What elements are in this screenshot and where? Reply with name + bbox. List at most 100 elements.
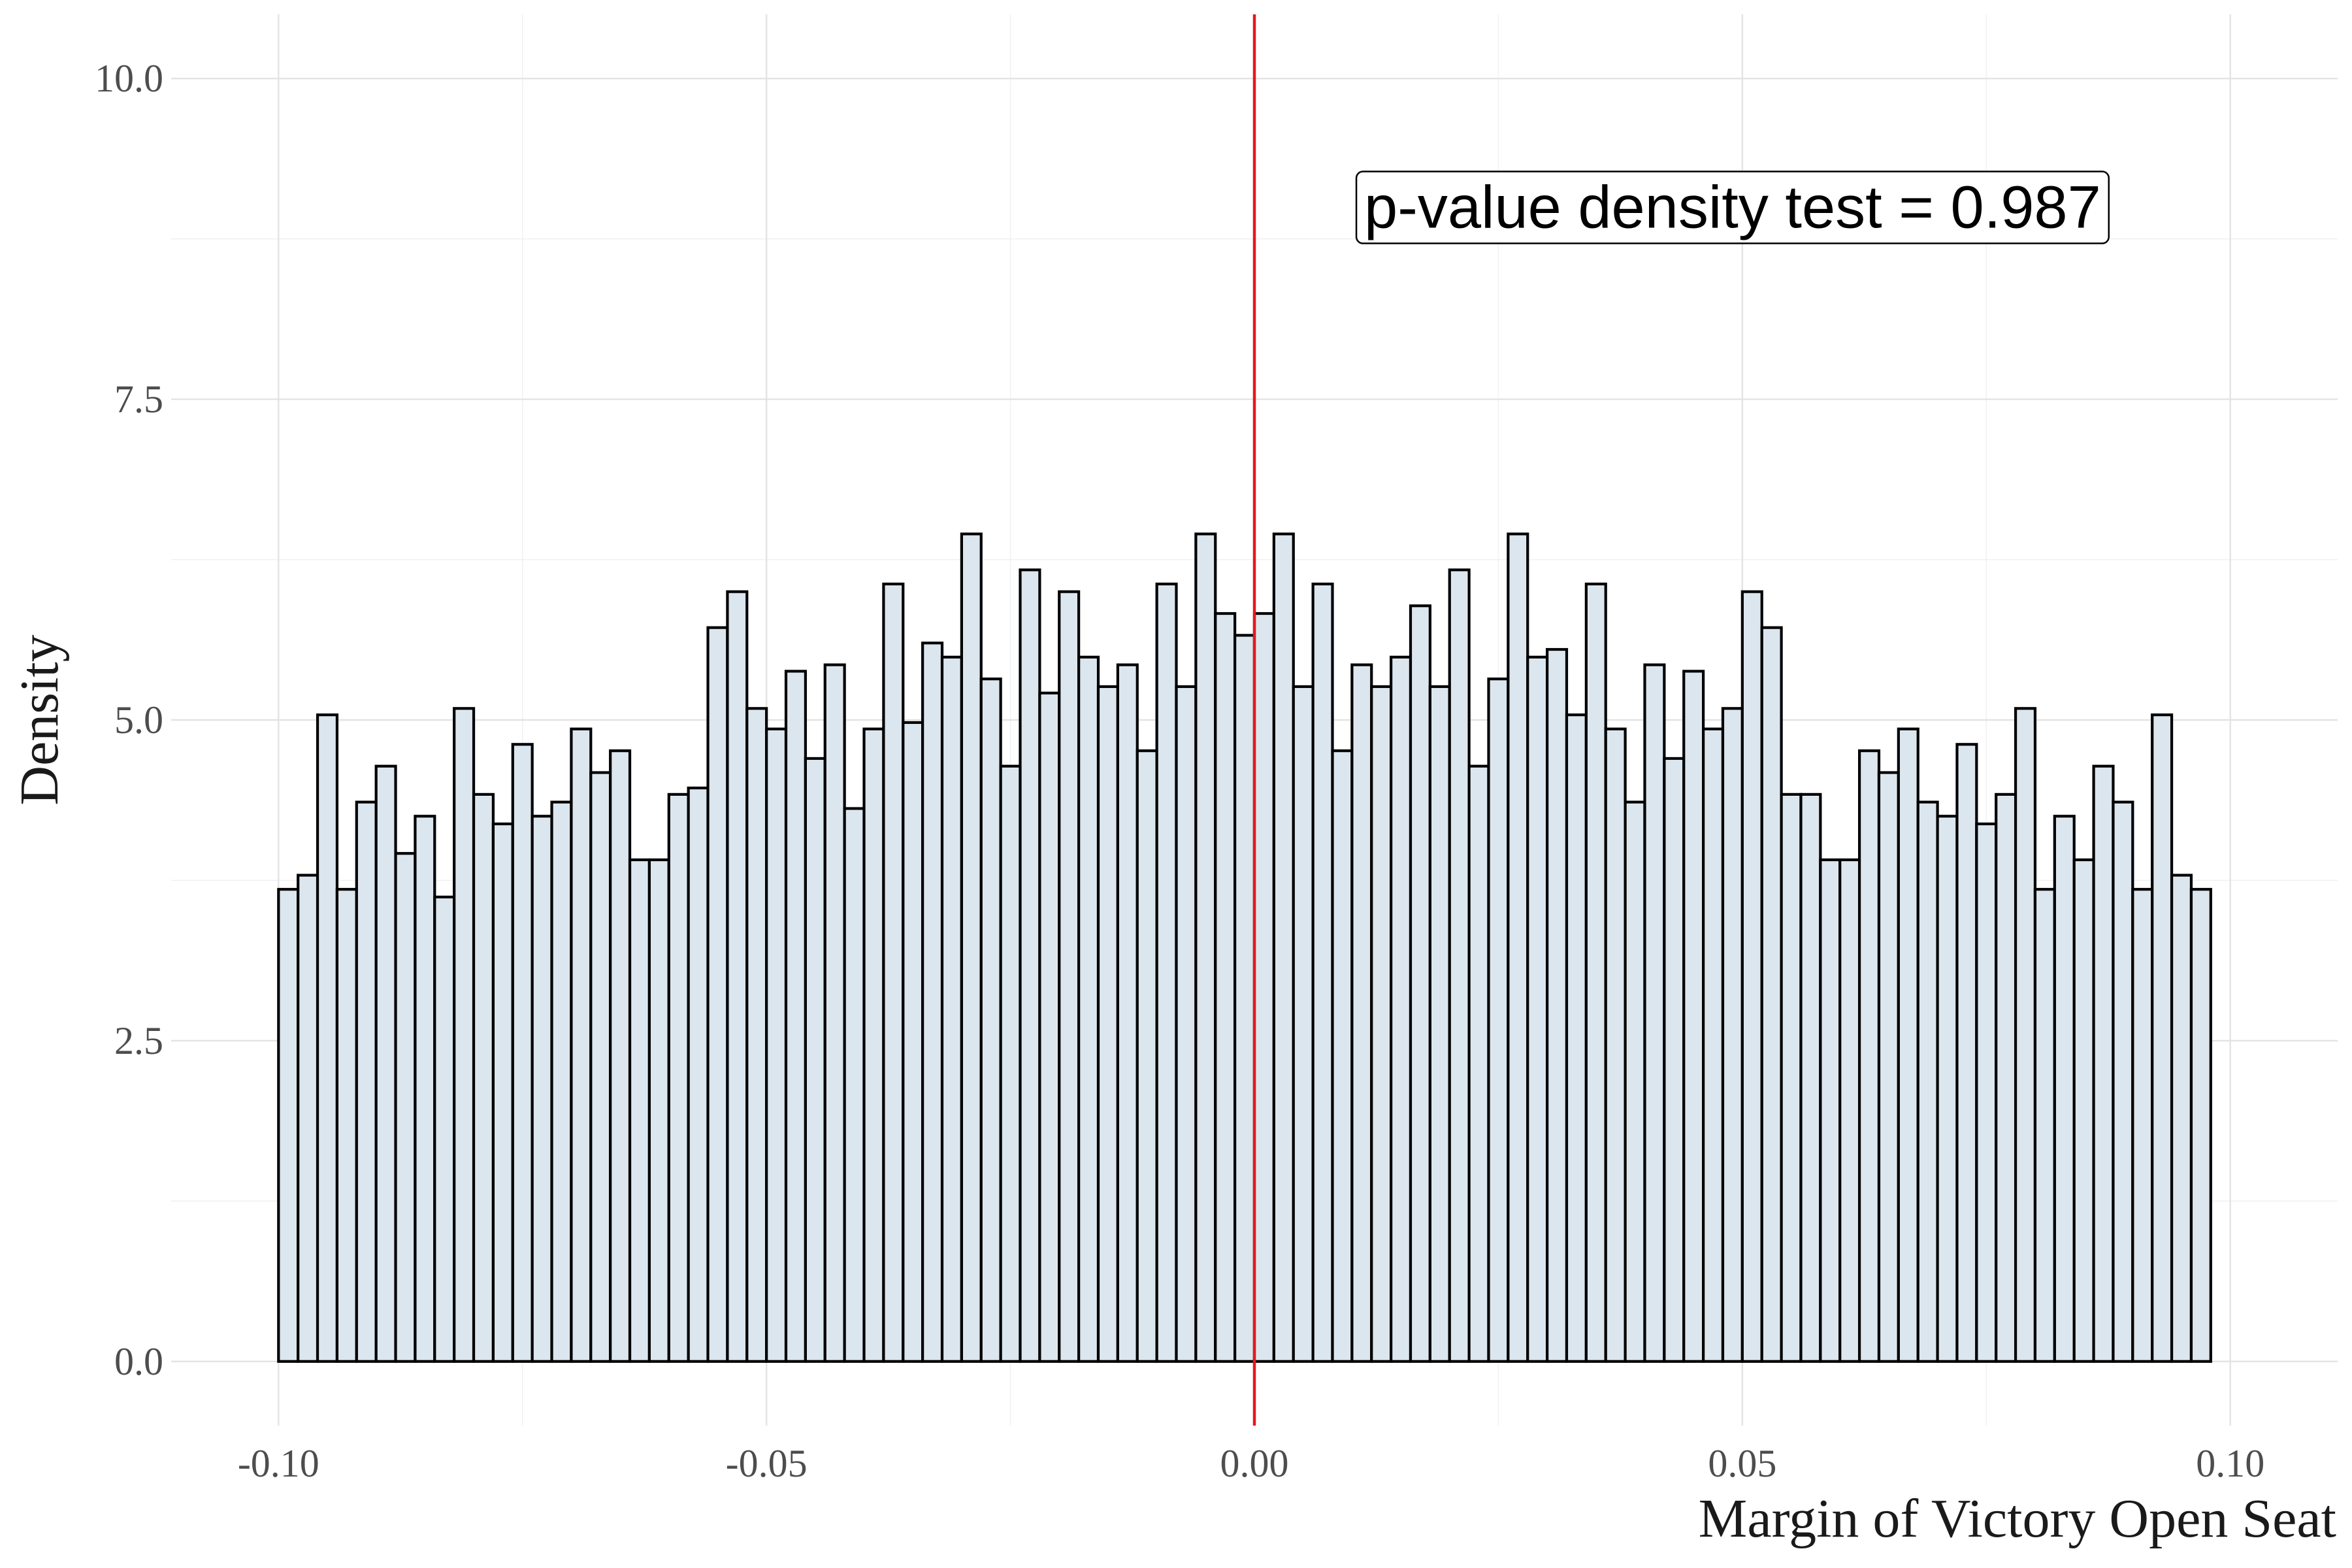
histogram-bar: [1058, 590, 1081, 1363]
histogram-bar: [1663, 757, 1686, 1363]
y-tick-label: 7.5: [114, 378, 163, 421]
histogram-bar: [1682, 670, 1705, 1363]
histogram-bar: [1214, 612, 1237, 1363]
y-tick-label: 2.5: [114, 1019, 163, 1062]
histogram-bar: [1096, 685, 1119, 1363]
annotation-label: p-value density test = 0.987: [1364, 174, 2101, 241]
histogram-bar: [1701, 727, 1725, 1363]
histogram-bar: [940, 655, 963, 1363]
histogram-bar: [550, 800, 573, 1363]
x-tick-label: -0.05: [726, 1442, 808, 1485]
histogram-bar: [1526, 655, 1549, 1363]
histogram-bar: [2033, 888, 2056, 1363]
histogram-bar: [1038, 691, 1061, 1363]
histogram-bar: [1233, 634, 1256, 1363]
annotation-box: [1355, 171, 2110, 244]
x-tick-label: 0.05: [1708, 1442, 1776, 1485]
histogram-bar: [394, 852, 417, 1363]
histogram-bar: [570, 727, 593, 1363]
histogram-bar: [1350, 663, 1373, 1363]
histogram-bar: [2112, 800, 2134, 1363]
histogram-bar: [647, 858, 670, 1363]
histogram-bar: [1877, 771, 1900, 1363]
histogram-bar: [902, 721, 924, 1363]
histogram-bar: [784, 670, 808, 1363]
histogram-bar: [1487, 678, 1510, 1363]
y-tick-label: 10.0: [95, 57, 163, 100]
histogram-bar: [999, 764, 1022, 1363]
histogram-bar: [2189, 888, 2212, 1363]
histogram-bar: [1584, 582, 1607, 1363]
histogram-bar: [297, 874, 319, 1363]
histogram-bar: [921, 642, 944, 1363]
histogram-bar: [726, 590, 749, 1363]
histogram-bar: [1155, 582, 1178, 1363]
histogram-bar: [1546, 647, 1569, 1363]
x-tick-label: -0.10: [238, 1442, 319, 1485]
histogram-bar: [2053, 815, 2076, 1363]
histogram-bar: [277, 888, 300, 1363]
histogram-bar: [2151, 713, 2174, 1363]
histogram-bar: [374, 764, 397, 1363]
histogram-bar: [1995, 792, 2017, 1363]
histogram-bar: [1409, 604, 1431, 1363]
histogram-bar: [1721, 707, 1744, 1363]
x-tick-label: 0.00: [1220, 1442, 1289, 1485]
x-tick-label: 0.10: [2196, 1442, 2264, 1485]
y-tick-label: 5.0: [114, 698, 163, 742]
histogram-bar: [628, 858, 651, 1363]
histogram-bar: [1643, 663, 1666, 1363]
x-axis-tick-labels: -0.10 -0.05 0.00 0.05 0.10: [238, 1442, 2264, 1485]
y-axis-tick-labels: 0.0 2.5 5.0 7.5 10.0: [95, 57, 163, 1383]
histogram-bar: [1760, 626, 1783, 1363]
histogram-bar: [1175, 685, 1198, 1363]
histogram-bar: [2092, 764, 2115, 1363]
histogram-bar: [1897, 727, 1919, 1363]
histogram-bar: [511, 743, 534, 1363]
histogram-bar: [1857, 749, 1881, 1363]
histogram-bar: [1565, 713, 1588, 1363]
histogram-bar: [1292, 685, 1315, 1363]
histogram-bar: [1019, 568, 1041, 1363]
histogram-bar: [1624, 800, 1646, 1363]
histogram-bar: [2131, 888, 2154, 1363]
histogram-bar: [472, 792, 495, 1363]
x-axis-title: Margin of Victory Open Seat: [1699, 1488, 2336, 1549]
histogram-bar: [2072, 858, 2095, 1363]
histogram-bar: [1780, 792, 1803, 1363]
histogram-bar: [706, 626, 729, 1363]
histogram-bar: [979, 678, 1002, 1363]
histogram-bar: [804, 757, 826, 1363]
histogram-bar: [531, 815, 553, 1363]
histogram-bar: [1819, 858, 1842, 1363]
histogram-bar: [1604, 727, 1627, 1363]
histogram-bar: [491, 822, 514, 1363]
histogram-bar: [1740, 590, 1763, 1363]
histogram-bar: [433, 895, 456, 1363]
histogram-bar: [1194, 532, 1217, 1363]
histogram-bar: [1936, 815, 1959, 1363]
histogram-bar: [1975, 822, 1998, 1363]
histogram-bar: [823, 663, 846, 1363]
histogram-bar: [1116, 663, 1139, 1363]
histogram-bar: [589, 771, 612, 1363]
histogram-bar: [1799, 792, 1822, 1363]
histogram-bar: [1252, 612, 1275, 1363]
histogram-bar: [1331, 749, 1354, 1363]
histogram-bar: [862, 727, 885, 1363]
histogram-bars: [277, 532, 2212, 1363]
histogram-bar: [414, 815, 436, 1363]
histogram-bar: [1135, 749, 1158, 1363]
histogram-bar: [765, 727, 788, 1363]
histogram-bar: [335, 888, 358, 1363]
histogram-bar: [2170, 874, 2193, 1363]
histogram-bar: [843, 807, 866, 1363]
histogram-bar: [609, 749, 632, 1363]
histogram-bar: [1916, 800, 1939, 1363]
histogram-bar: [882, 582, 905, 1363]
y-tick-label: 0.0: [114, 1340, 163, 1383]
histogram-bar: [687, 786, 710, 1363]
histogram-bar: [1311, 582, 1334, 1363]
histogram-bar: [1838, 858, 1861, 1363]
histogram-bar: [960, 532, 983, 1363]
